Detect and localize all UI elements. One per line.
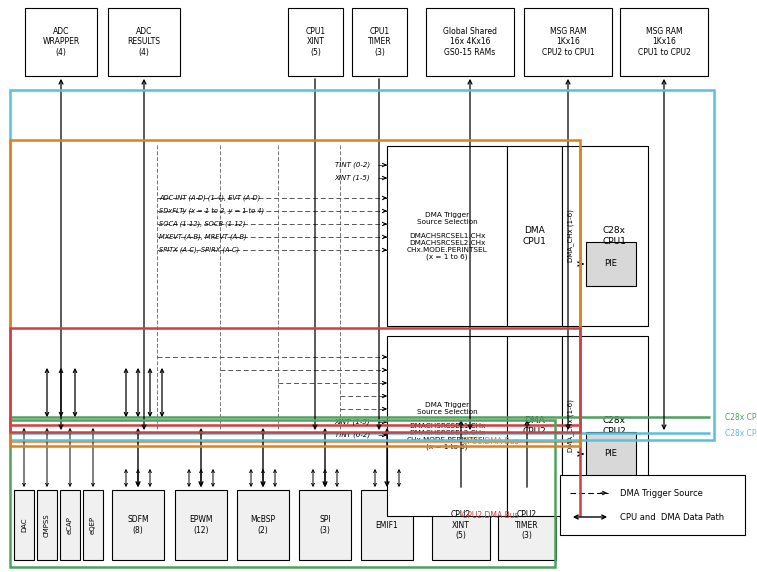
FancyBboxPatch shape (562, 146, 580, 326)
Text: C28x CPU2 Bus: C28x CPU2 Bus (725, 412, 757, 422)
FancyBboxPatch shape (507, 336, 562, 516)
Text: C28x
CPU1: C28x CPU1 (602, 227, 626, 246)
Text: MXEVT (A-B), MREVT (A-B): MXEVT (A-B), MREVT (A-B) (159, 234, 247, 240)
Text: CPU2
TIMER
(3): CPU2 TIMER (3) (516, 510, 539, 540)
Text: CPU and  DMA Data Path: CPU and DMA Data Path (620, 513, 724, 522)
Text: SPI
(3): SPI (3) (319, 515, 331, 535)
Text: PIE: PIE (605, 450, 618, 459)
Text: DAC: DAC (21, 518, 27, 533)
FancyBboxPatch shape (83, 490, 103, 560)
Text: DMA Trigger
Source Selection

DMACHSRCSEL1.CHx
DMACHSRCSEL2.CHx
CHx.MODE.PERINTS: DMA Trigger Source Selection DMACHSRCSEL… (407, 212, 488, 260)
Text: DMA
CPU1: DMA CPU1 (522, 227, 547, 246)
Text: XINT (1-5): XINT (1-5) (335, 175, 370, 181)
Text: SPITX (A-C), SPIRX (A-C): SPITX (A-C), SPIRX (A-C) (159, 247, 239, 253)
FancyBboxPatch shape (237, 490, 289, 560)
Text: EPWM
(12): EPWM (12) (189, 515, 213, 535)
Text: DMA Trigger Source: DMA Trigger Source (620, 488, 703, 498)
FancyBboxPatch shape (507, 146, 562, 326)
FancyBboxPatch shape (108, 8, 180, 76)
FancyBboxPatch shape (586, 242, 636, 286)
FancyBboxPatch shape (620, 8, 708, 76)
FancyBboxPatch shape (562, 336, 580, 516)
Text: XINT (1-5): XINT (1-5) (335, 419, 370, 425)
Text: CMPSS: CMPSS (44, 513, 50, 537)
Text: ADC
WRAPPER
(4): ADC WRAPPER (4) (42, 27, 79, 57)
Text: C28x
CPU2: C28x CPU2 (602, 416, 626, 436)
Text: EMIF1: EMIF1 (375, 521, 398, 530)
FancyBboxPatch shape (524, 8, 612, 76)
FancyBboxPatch shape (586, 432, 636, 476)
FancyBboxPatch shape (387, 336, 507, 516)
FancyBboxPatch shape (14, 490, 34, 560)
FancyBboxPatch shape (288, 8, 343, 76)
FancyBboxPatch shape (60, 490, 80, 560)
Text: CPU1.DMA Bus: CPU1.DMA Bus (462, 438, 519, 447)
FancyBboxPatch shape (25, 8, 97, 76)
FancyBboxPatch shape (37, 490, 57, 560)
Text: TINT (0-2): TINT (0-2) (335, 162, 370, 168)
Text: CPU1
XINT
(5): CPU1 XINT (5) (305, 27, 326, 57)
FancyBboxPatch shape (175, 490, 227, 560)
Text: PIE: PIE (605, 260, 618, 268)
Text: DMA Trigger
Source Selection

DMACHSRCSEL1.CHx
DMACHSRCSEL2.CHx
CHx.MODE.PERINTS: DMA Trigger Source Selection DMACHSRCSEL… (407, 402, 488, 450)
FancyBboxPatch shape (560, 475, 745, 535)
Text: eCAP: eCAP (67, 516, 73, 534)
FancyBboxPatch shape (580, 336, 648, 516)
Text: CPU2.DMA Bus: CPU2.DMA Bus (462, 510, 519, 519)
FancyBboxPatch shape (112, 490, 164, 560)
Text: SDxFLTy (x = 1 to 2, y = 1 to 4): SDxFLTy (x = 1 to 2, y = 1 to 4) (159, 208, 264, 214)
Text: MSG RAM
1Kx16
CPU2 to CPU1: MSG RAM 1Kx16 CPU2 to CPU1 (541, 27, 594, 57)
FancyBboxPatch shape (387, 146, 507, 326)
Text: McBSP
(2): McBSP (2) (251, 515, 276, 535)
Text: Global Shared
16x 4Kx16
GS0-15 RAMs: Global Shared 16x 4Kx16 GS0-15 RAMs (443, 27, 497, 57)
Text: CPU2
XINT
(5): CPU2 XINT (5) (451, 510, 471, 540)
Text: SOCA (1-12), SOCB (1-12): SOCA (1-12), SOCB (1-12) (159, 221, 245, 227)
FancyBboxPatch shape (299, 490, 351, 560)
Text: eQEP: eQEP (90, 516, 96, 534)
FancyBboxPatch shape (352, 8, 407, 76)
FancyBboxPatch shape (426, 8, 514, 76)
Text: DMA
CPU2: DMA CPU2 (522, 416, 547, 436)
Text: SDFM
(8): SDFM (8) (127, 515, 149, 535)
Text: ADC INT (A-D) (1-4), EVT (A-D): ADC INT (A-D) (1-4), EVT (A-D) (159, 194, 260, 201)
FancyBboxPatch shape (432, 490, 490, 560)
Text: C28x CPU1 Bus: C28x CPU1 Bus (725, 428, 757, 438)
Text: DMA_CHx (1-6): DMA_CHx (1-6) (568, 400, 575, 452)
Text: DMA_CHx (1-6): DMA_CHx (1-6) (568, 209, 575, 263)
Text: MSG RAM
1Kx16
CPU1 to CPU2: MSG RAM 1Kx16 CPU1 to CPU2 (637, 27, 690, 57)
Text: CPU1
TIMER
(3): CPU1 TIMER (3) (368, 27, 391, 57)
FancyBboxPatch shape (361, 490, 413, 560)
Text: ADC
RESULTS
(4): ADC RESULTS (4) (127, 27, 160, 57)
FancyBboxPatch shape (580, 146, 648, 326)
FancyBboxPatch shape (498, 490, 556, 560)
Text: TINT (0-2): TINT (0-2) (335, 432, 370, 438)
